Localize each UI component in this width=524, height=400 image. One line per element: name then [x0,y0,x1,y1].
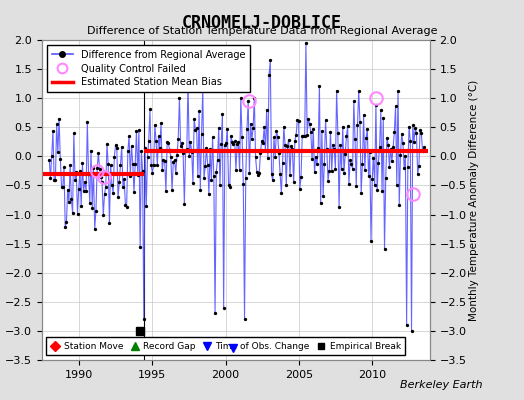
Y-axis label: Monthly Temperature Anomaly Difference (°C): Monthly Temperature Anomaly Difference (… [470,79,479,321]
Text: Difference of Station Temperature Data from Regional Average: Difference of Station Temperature Data f… [87,26,437,36]
Text: CRNOMELJ-DOBLICE: CRNOMELJ-DOBLICE [182,14,342,32]
Text: Berkeley Earth: Berkeley Earth [400,380,482,390]
Legend: Station Move, Record Gap, Time of Obs. Change, Empirical Break: Station Move, Record Gap, Time of Obs. C… [47,338,405,356]
